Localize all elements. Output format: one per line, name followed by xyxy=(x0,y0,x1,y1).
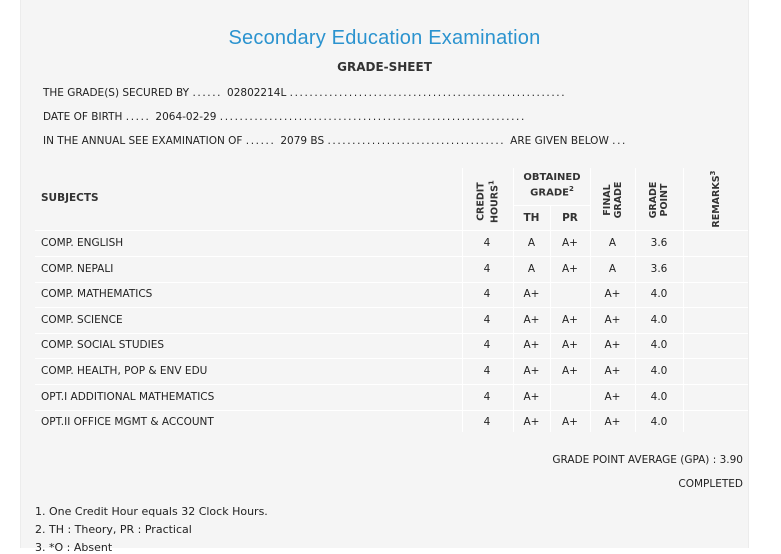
credit-cell: 4 xyxy=(483,288,491,300)
th-grade-cell: A xyxy=(527,237,536,249)
header-subjects: SUBJECTS xyxy=(41,192,99,204)
grade-point-cell: 4.0 xyxy=(650,365,668,377)
th-grade-cell: A+ xyxy=(523,365,540,377)
credit-cell: 4 xyxy=(483,339,491,351)
pr-grade-cell: A+ xyxy=(562,314,578,326)
secured-by-line: THE GRADE(S) SECURED BY ...... 02802214L… xyxy=(43,87,567,99)
credit-cell: 4 xyxy=(483,237,491,249)
grade-point-cell: 3.6 xyxy=(650,263,668,275)
grade-point-cell: 3.6 xyxy=(650,237,668,249)
grade-point-cell: 4.0 xyxy=(650,288,668,300)
subject-cell: COMP. MATHEMATICS xyxy=(41,288,153,300)
exam-line: IN THE ANNUAL SEE EXAMINATION OF ...... … xyxy=(43,135,627,147)
completion-status: COMPLETED xyxy=(678,478,743,490)
th-grade-cell: A+ xyxy=(523,339,540,351)
header-th: TH xyxy=(523,212,540,224)
credit-cell: 4 xyxy=(483,263,491,275)
note-1: 1. One Credit Hour equals 32 Clock Hours… xyxy=(35,505,268,518)
dob-line: DATE OF BIRTH ..... 2064-02-29 .........… xyxy=(43,111,526,123)
header-pr: PR xyxy=(562,212,578,224)
credit-cell: 4 xyxy=(483,391,491,403)
final-grade-cell: A+ xyxy=(604,391,621,403)
subject-cell: OPT.I ADDITIONAL MATHEMATICS xyxy=(41,391,215,403)
final-grade-cell: A+ xyxy=(604,416,621,428)
header-remarks: REMARKS3 xyxy=(708,170,723,228)
pr-grade-cell: A+ xyxy=(562,263,578,275)
header-final-grade: FINAL GRADE xyxy=(602,181,624,219)
grade-point-cell: 4.0 xyxy=(650,416,668,428)
dob-value: 2064-02-29 xyxy=(155,111,217,123)
grade-sheet: Secondary Education Examination GRADE-SH… xyxy=(20,0,749,554)
pr-grade-cell: A+ xyxy=(562,365,578,377)
final-grade-cell: A+ xyxy=(604,365,621,377)
page-title: Secondary Education Examination xyxy=(228,27,541,49)
dob-label: DATE OF BIRTH xyxy=(43,111,123,123)
final-grade-cell: A+ xyxy=(604,288,621,300)
grade-point-cell: 4.0 xyxy=(650,391,668,403)
th-grade-cell: A+ xyxy=(523,314,540,326)
credit-cell: 4 xyxy=(483,365,491,377)
exam-suffix: ARE GIVEN BELOW xyxy=(510,135,609,147)
header-credit-hours: CREDIT HOURS1 xyxy=(475,180,501,223)
final-grade-cell: A xyxy=(608,263,617,275)
pr-grade-cell: A+ xyxy=(562,416,578,428)
th-grade-cell: A+ xyxy=(523,416,540,428)
secured-by-value: 02802214L xyxy=(227,87,287,99)
th-grade-cell: A+ xyxy=(523,391,540,403)
grade-point-cell: 4.0 xyxy=(650,339,668,351)
subject-cell: OPT.II OFFICE MGMT & ACCOUNT xyxy=(41,416,214,428)
final-grade-cell: A+ xyxy=(604,339,621,351)
credit-cell: 4 xyxy=(483,416,491,428)
subject-cell: COMP. ENGLISH xyxy=(41,237,124,249)
subject-cell: COMP. NEPALI xyxy=(41,263,114,275)
secured-by-label: THE GRADE(S) SECURED BY xyxy=(43,87,190,99)
final-grade-cell: A+ xyxy=(604,314,621,326)
header-obtained-grade: OBTAINED GRADE2 xyxy=(523,172,581,199)
th-grade-cell: A+ xyxy=(523,288,540,300)
pr-grade-cell: A+ xyxy=(562,237,578,249)
subject-cell: COMP. HEALTH, POP & ENV EDU xyxy=(41,365,208,377)
exam-label: IN THE ANNUAL SEE EXAMINATION OF xyxy=(43,135,243,147)
exam-value: 2079 BS xyxy=(280,135,325,147)
gpa-text: GRADE POINT AVERAGE (GPA) : 3.90 xyxy=(552,454,743,466)
pr-grade-cell: A+ xyxy=(562,339,578,351)
subject-cell: COMP. SCIENCE xyxy=(41,314,123,326)
note-2: 2. TH : Theory, PR : Practical xyxy=(35,523,192,536)
grade-point-cell: 4.0 xyxy=(650,314,668,326)
credit-cell: 4 xyxy=(483,314,491,326)
page-subtitle: GRADE-SHEET xyxy=(337,60,432,74)
final-grade-cell: A xyxy=(608,237,617,249)
subject-cell: COMP. SOCIAL STUDIES xyxy=(41,339,165,351)
header-grade-point: GRADE POINT xyxy=(648,181,670,219)
th-grade-cell: A xyxy=(527,263,536,275)
